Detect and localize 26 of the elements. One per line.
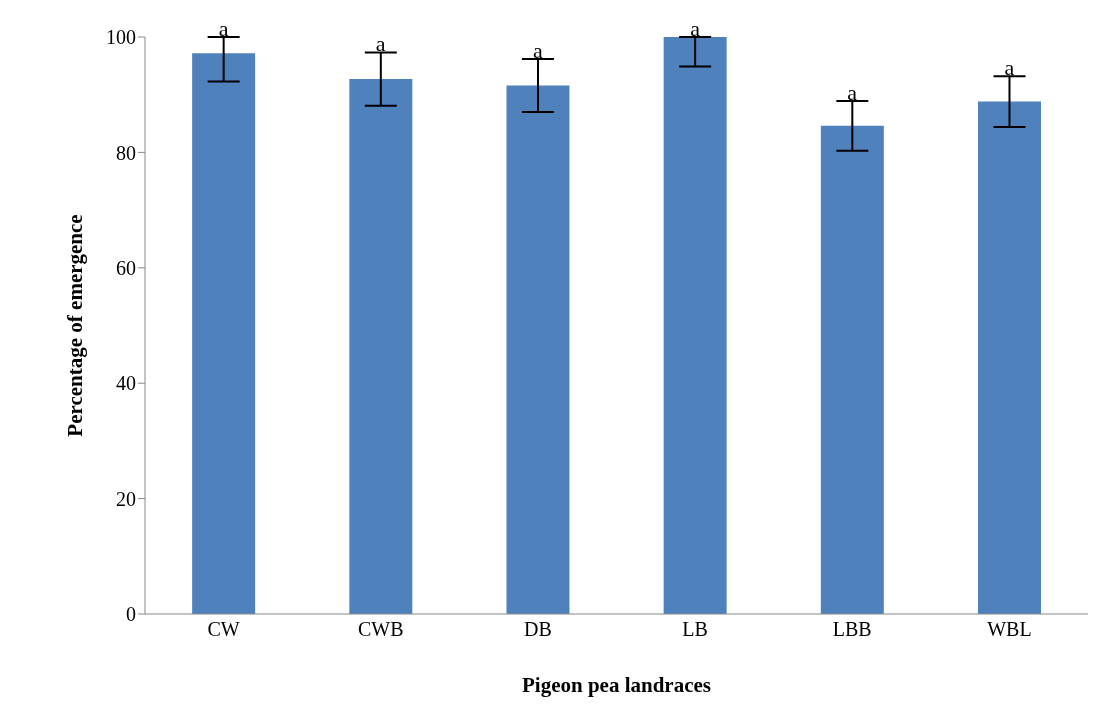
x-tick-label: CWB <box>357 618 404 641</box>
bar <box>663 37 727 614</box>
x-tick-label: CW <box>207 618 240 641</box>
x-axis-title: Pigeon pea landraces <box>522 673 711 697</box>
y-tick-label: 60 <box>116 256 136 279</box>
x-tick-label: LB <box>682 618 708 641</box>
y-axis-title: Percentage of emergence <box>63 214 88 437</box>
annotation: a <box>1004 55 1015 81</box>
x-tick-label: DB <box>524 618 552 641</box>
bar <box>977 101 1041 614</box>
y-tick-label: 40 <box>116 372 136 395</box>
annotation: a <box>690 16 701 41</box>
x-tick-label: LBB <box>832 618 872 641</box>
annotation: a <box>375 31 386 56</box>
y-tick-label: 0 <box>126 603 136 626</box>
y-tick-label: 20 <box>116 487 136 510</box>
annotation: a <box>847 80 858 106</box>
bar <box>506 85 570 614</box>
y-tick-label: 80 <box>116 141 136 164</box>
annotation: a <box>218 16 229 41</box>
bar <box>349 79 413 614</box>
annotation: a <box>533 37 544 63</box>
bar <box>820 125 884 614</box>
y-tick-label: 100 <box>106 26 136 49</box>
x-tick-label: WBL <box>987 618 1032 641</box>
bar <box>192 53 256 614</box>
